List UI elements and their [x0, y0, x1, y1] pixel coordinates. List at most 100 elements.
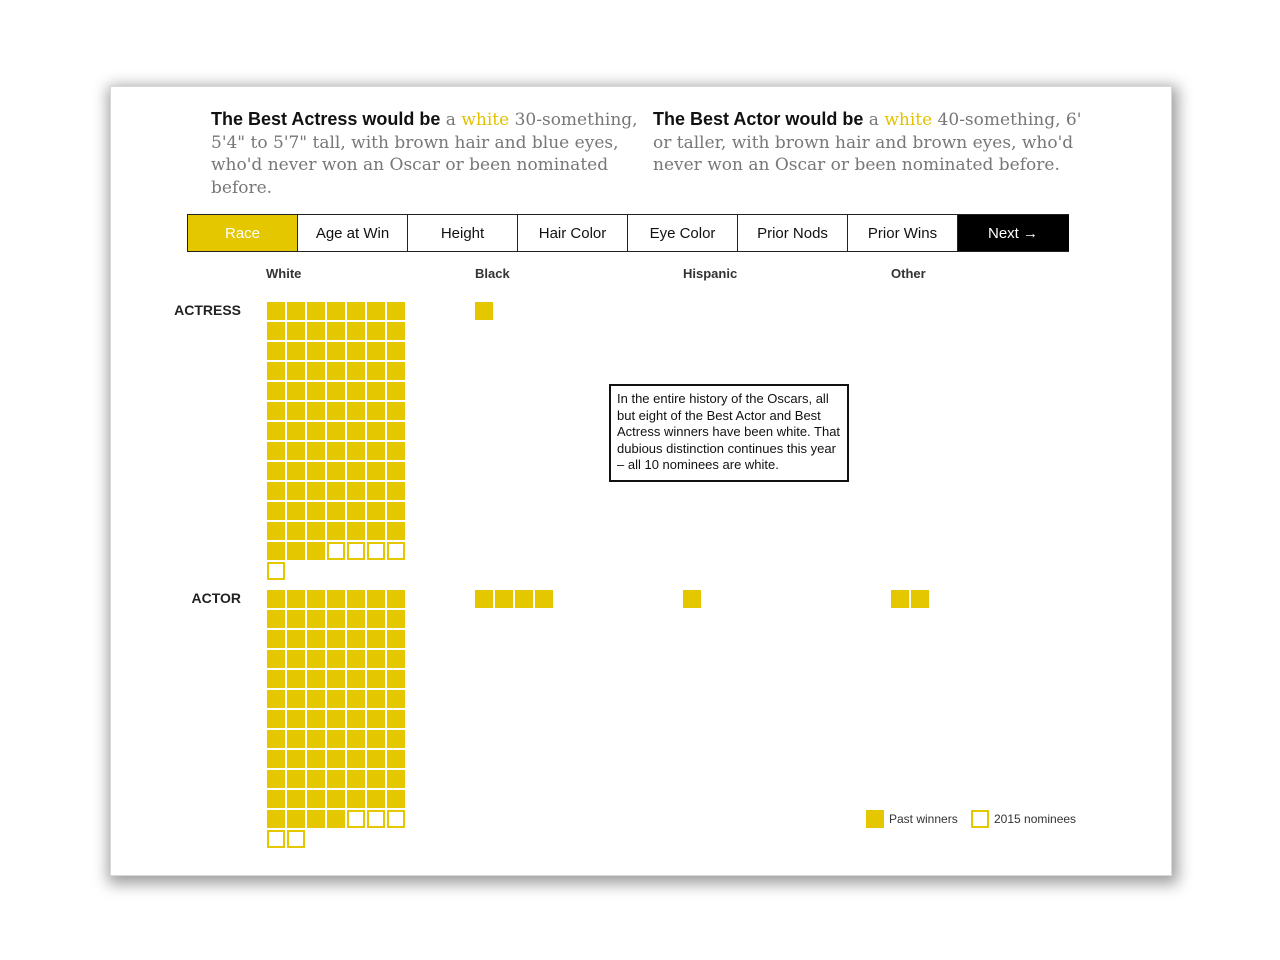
winner-square	[287, 502, 305, 520]
legend-past-winners: Past winners	[866, 810, 958, 828]
headline-actress: The Best Actress would be a white 30-som…	[211, 108, 641, 199]
winner-square	[367, 610, 385, 628]
next-button[interactable]: Next →	[958, 215, 1069, 251]
winner-square	[267, 770, 285, 788]
winner-square	[307, 730, 325, 748]
winner-square	[367, 462, 385, 480]
winner-square	[327, 650, 345, 668]
winner-square	[327, 302, 345, 320]
winner-square	[287, 362, 305, 380]
column-label-black: Black	[475, 266, 510, 281]
waffle-actress-white	[267, 302, 405, 580]
winner-square	[287, 542, 305, 560]
annotation-box: In the entire history of the Oscars, all…	[609, 384, 849, 482]
winner-square	[367, 442, 385, 460]
nominee-square	[347, 542, 365, 560]
winner-square	[367, 770, 385, 788]
winner-square	[387, 442, 405, 460]
tab-prior-nods[interactable]: Prior Nods	[738, 215, 848, 251]
winner-square	[287, 630, 305, 648]
tab-height[interactable]: Height	[408, 215, 518, 251]
winner-square	[327, 730, 345, 748]
winner-square	[347, 502, 365, 520]
winner-square	[267, 462, 285, 480]
winner-square	[327, 342, 345, 360]
winner-square	[267, 670, 285, 688]
winner-square	[307, 502, 325, 520]
waffle-actor-other	[891, 590, 1029, 608]
winner-square	[367, 302, 385, 320]
winner-square	[307, 302, 325, 320]
winner-square	[387, 382, 405, 400]
winner-square	[911, 590, 929, 608]
winner-square	[287, 750, 305, 768]
waffle-actor-black	[475, 590, 613, 608]
winner-square	[267, 690, 285, 708]
winner-square	[287, 650, 305, 668]
winner-square	[387, 302, 405, 320]
winner-square	[267, 342, 285, 360]
winner-square	[327, 630, 345, 648]
nominee-square	[267, 830, 285, 848]
winner-square	[307, 422, 325, 440]
winner-square	[287, 322, 305, 340]
winner-square	[347, 442, 365, 460]
winner-square	[287, 690, 305, 708]
winner-square	[307, 542, 325, 560]
legend-nominees: 2015 nominees	[971, 810, 1076, 828]
winner-square	[387, 462, 405, 480]
winner-square	[387, 750, 405, 768]
tab-prior-wins[interactable]: Prior Wins	[848, 215, 958, 251]
tab-age-at-win[interactable]: Age at Win	[298, 215, 408, 251]
winner-square	[387, 770, 405, 788]
tab-eye-color[interactable]: Eye Color	[628, 215, 738, 251]
winner-square	[327, 750, 345, 768]
winner-square	[367, 790, 385, 808]
winner-square	[287, 590, 305, 608]
winner-square	[327, 710, 345, 728]
winner-square	[327, 810, 345, 828]
winner-square	[307, 522, 325, 540]
winner-square	[347, 522, 365, 540]
nominee-square	[387, 810, 405, 828]
row-label-actress: ACTRESS	[174, 302, 241, 318]
winner-square	[347, 750, 365, 768]
winner-square	[267, 322, 285, 340]
category-tabs: Race Age at Win Height Hair Color Eye Co…	[187, 214, 1069, 252]
winner-square	[347, 422, 365, 440]
winner-square	[287, 730, 305, 748]
winner-square	[387, 650, 405, 668]
column-label-hispanic: Hispanic	[683, 266, 738, 281]
tab-race[interactable]: Race	[188, 215, 298, 251]
winner-square	[307, 670, 325, 688]
winner-square	[307, 322, 325, 340]
winner-square	[287, 442, 305, 460]
winner-square	[683, 590, 701, 608]
winner-square	[327, 322, 345, 340]
winner-square	[347, 710, 365, 728]
headline-actor-accent: white	[884, 110, 933, 130]
winner-square	[327, 402, 345, 420]
winner-square	[367, 482, 385, 500]
winner-square	[347, 362, 365, 380]
winner-square	[287, 790, 305, 808]
winner-square	[307, 710, 325, 728]
winner-square	[347, 482, 365, 500]
winner-square	[387, 522, 405, 540]
winner-square	[327, 522, 345, 540]
winner-square	[367, 422, 385, 440]
headline-actor: The Best Actor would be a white 40-somet…	[653, 108, 1083, 177]
winner-square	[891, 590, 909, 608]
winner-square	[307, 402, 325, 420]
winner-square	[287, 522, 305, 540]
winner-square	[307, 750, 325, 768]
winner-square	[307, 690, 325, 708]
winner-square	[307, 810, 325, 828]
headline-actress-accent: white	[461, 110, 510, 130]
waffle-actor-white	[267, 590, 405, 848]
winner-square	[327, 610, 345, 628]
winner-square	[267, 750, 285, 768]
tab-hair-color[interactable]: Hair Color	[518, 215, 628, 251]
winner-square	[495, 590, 513, 608]
headline-actress-lead: The Best Actress would be	[211, 109, 441, 129]
